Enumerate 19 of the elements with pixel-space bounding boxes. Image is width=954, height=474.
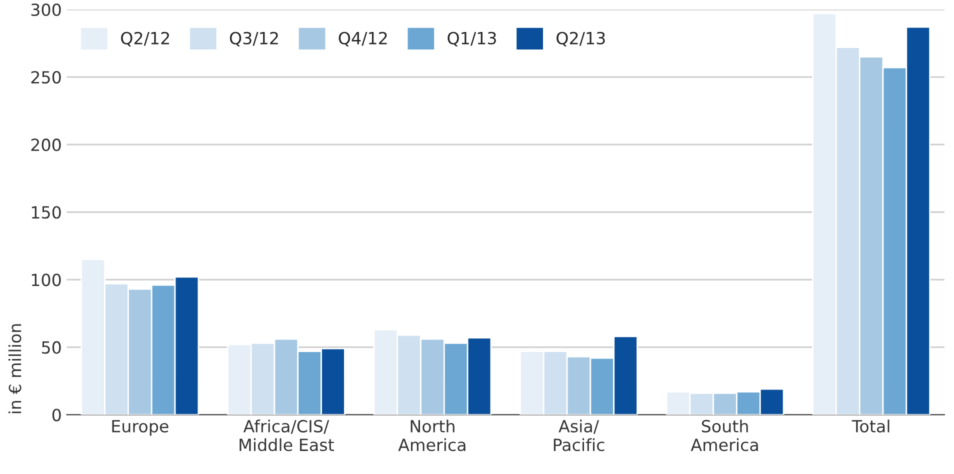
y-axis-title: in € million xyxy=(8,324,22,414)
legend-label: Q2/12 xyxy=(121,32,169,46)
legend-label: Q2/13 xyxy=(556,32,605,46)
legend-label: Q1/13 xyxy=(448,32,496,46)
y-tick-label: 150 xyxy=(32,206,61,219)
legend-label: Q3/12 xyxy=(230,32,278,46)
x-tick-label: South America xyxy=(690,420,758,452)
y-tick-label: 100 xyxy=(32,274,61,286)
x-tick-label: North America xyxy=(398,420,466,452)
y-tick-label: 200 xyxy=(31,138,61,152)
legend-label: Q4/12 xyxy=(338,32,387,46)
x-tick-label: Africa/CIS/ Middle East xyxy=(240,420,334,452)
y-tick-label: 250 xyxy=(31,70,61,84)
y-tick-label: 300 xyxy=(31,3,61,16)
x-tick-label: Europe xyxy=(112,420,168,436)
x-tick-label: Total xyxy=(852,420,890,433)
y-tick-label: 0 xyxy=(52,408,61,422)
x-tick-label: Asia/ Pacific xyxy=(554,420,604,452)
y-tick-label: 50 xyxy=(42,341,61,354)
